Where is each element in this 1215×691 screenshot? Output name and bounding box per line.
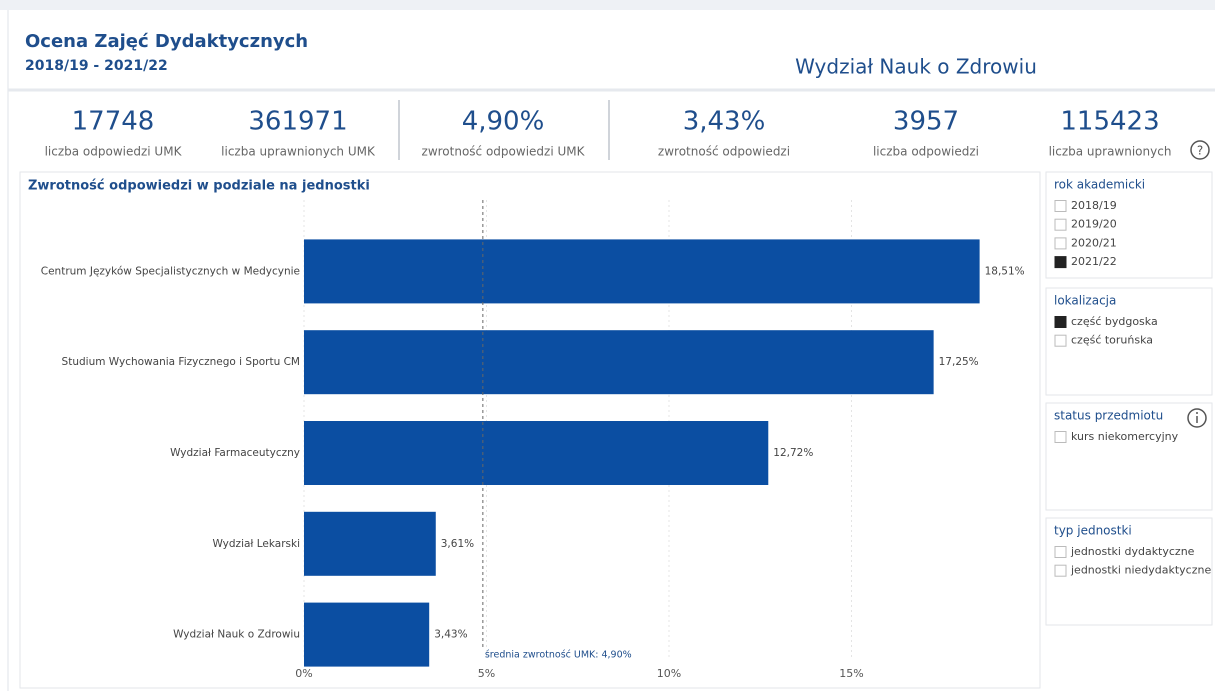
filter-item[interactable]: część toruńska bbox=[1071, 334, 1153, 347]
filter-item[interactable]: 2018/19 bbox=[1071, 199, 1117, 212]
checkbox[interactable] bbox=[1054, 334, 1067, 347]
checkbox[interactable] bbox=[1054, 200, 1067, 212]
data-label: 12,72% bbox=[773, 447, 813, 459]
filter-panel bbox=[1045, 287, 1213, 396]
bar bbox=[304, 511, 436, 576]
filter-title: typ jednostki bbox=[1054, 524, 1132, 538]
category-label: Wydział Lekarski bbox=[212, 538, 300, 550]
filter-panel bbox=[1045, 402, 1213, 511]
top-strip bbox=[0, 0, 1215, 10]
bar bbox=[304, 602, 430, 667]
checkbox[interactable] bbox=[1054, 546, 1067, 558]
dashboard-subtitle: 2018/19 - 2021/22 bbox=[25, 58, 168, 74]
category-label: Studium Wychowania Fizycznego i Sportu C… bbox=[62, 356, 300, 368]
x-tick-label: 15% bbox=[839, 667, 863, 680]
filter-title: lokalizacja bbox=[1054, 294, 1116, 308]
filter-item[interactable]: kurs niekomercyjny bbox=[1071, 430, 1179, 443]
bar bbox=[304, 421, 769, 485]
kpi-value: 115423 bbox=[1060, 107, 1159, 137]
data-label: 3,43% bbox=[434, 629, 467, 641]
x-tick-label: 10% bbox=[657, 667, 681, 680]
filter-item[interactable]: 2019/20 bbox=[1071, 218, 1117, 231]
x-tick-label: 0% bbox=[295, 667, 312, 680]
kpi-label: liczba uprawnionych bbox=[1049, 145, 1172, 159]
bar bbox=[304, 330, 934, 395]
filter-item[interactable]: 2021/22 bbox=[1071, 255, 1117, 268]
kpi-label: zwrotność odpowiedzi bbox=[658, 145, 790, 159]
filter-item[interactable]: jednostki dydaktyczne bbox=[1070, 545, 1195, 558]
help-icon[interactable] bbox=[1190, 140, 1210, 160]
x-tick-label: 5% bbox=[478, 667, 495, 680]
data-label: 17,25% bbox=[939, 356, 979, 368]
checkbox[interactable] bbox=[1054, 316, 1067, 328]
help-icon-glyph: ? bbox=[1197, 144, 1203, 158]
dashboard-title: Ocena Zajęć Dydaktycznych bbox=[25, 31, 308, 52]
reference-label: średnia zwrotność UMK: 4,90% bbox=[485, 650, 632, 661]
filter-panel bbox=[1045, 171, 1213, 279]
kpi-value: 3957 bbox=[893, 107, 959, 137]
filter-title: rok akademicki bbox=[1054, 178, 1145, 192]
data-label: 18,51% bbox=[985, 265, 1025, 277]
checkbox[interactable] bbox=[1054, 564, 1067, 577]
kpi-label: zwrotność odpowiedzi UMK bbox=[422, 145, 586, 159]
info-icon-dot bbox=[1196, 412, 1198, 414]
checkbox[interactable] bbox=[1054, 256, 1067, 269]
kpi-value: 17748 bbox=[72, 107, 155, 137]
category-label: Wydział Nauk o Zdrowiu bbox=[173, 629, 300, 641]
unit-name: Wydział Nauk o Zdrowiu bbox=[795, 55, 1037, 79]
kpi-label: liczba uprawnionych UMK bbox=[221, 145, 376, 159]
checkbox[interactable] bbox=[1054, 218, 1067, 231]
info-icon[interactable] bbox=[1187, 408, 1207, 428]
checkbox[interactable] bbox=[1054, 237, 1067, 250]
checkbox[interactable] bbox=[1054, 431, 1067, 443]
filter-title: status przedmiotu bbox=[1054, 409, 1163, 423]
kpi-value: 3,43% bbox=[683, 107, 766, 137]
category-label: Centrum Języków Specjalistycznych w Medy… bbox=[41, 265, 300, 277]
kpi-label: liczba odpowiedzi bbox=[873, 145, 979, 159]
filter-panel bbox=[1045, 517, 1213, 626]
kpi-label: liczba odpowiedzi UMK bbox=[45, 145, 183, 159]
category-label: Wydział Farmaceutyczny bbox=[170, 447, 300, 459]
kpi-value: 361971 bbox=[248, 107, 347, 137]
bar bbox=[304, 239, 980, 304]
data-label: 3,61% bbox=[441, 538, 474, 550]
kpi-value: 4,90% bbox=[462, 107, 545, 137]
filter-item[interactable]: część bydgoska bbox=[1071, 315, 1158, 328]
filter-item[interactable]: 2020/21 bbox=[1071, 236, 1117, 249]
chart-title: Zwrotność odpowiedzi w podziale na jedno… bbox=[28, 179, 370, 194]
filter-item[interactable]: jednostki niedydaktyczne bbox=[1070, 564, 1211, 577]
